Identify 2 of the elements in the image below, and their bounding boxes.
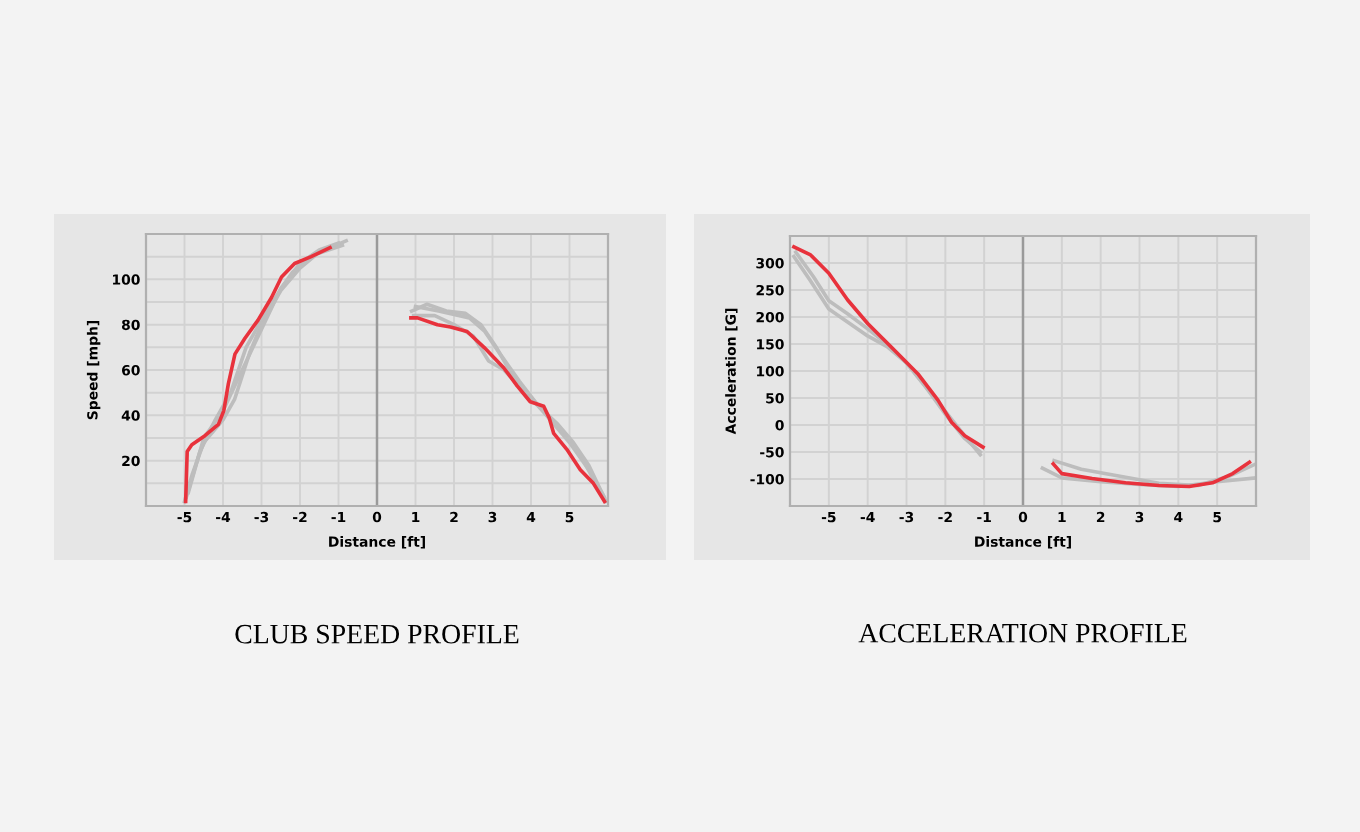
text: CLUB SPEED PROFILE	[235, 624, 519, 644]
text: ACCELERATION PROFILE	[858, 623, 1187, 643]
